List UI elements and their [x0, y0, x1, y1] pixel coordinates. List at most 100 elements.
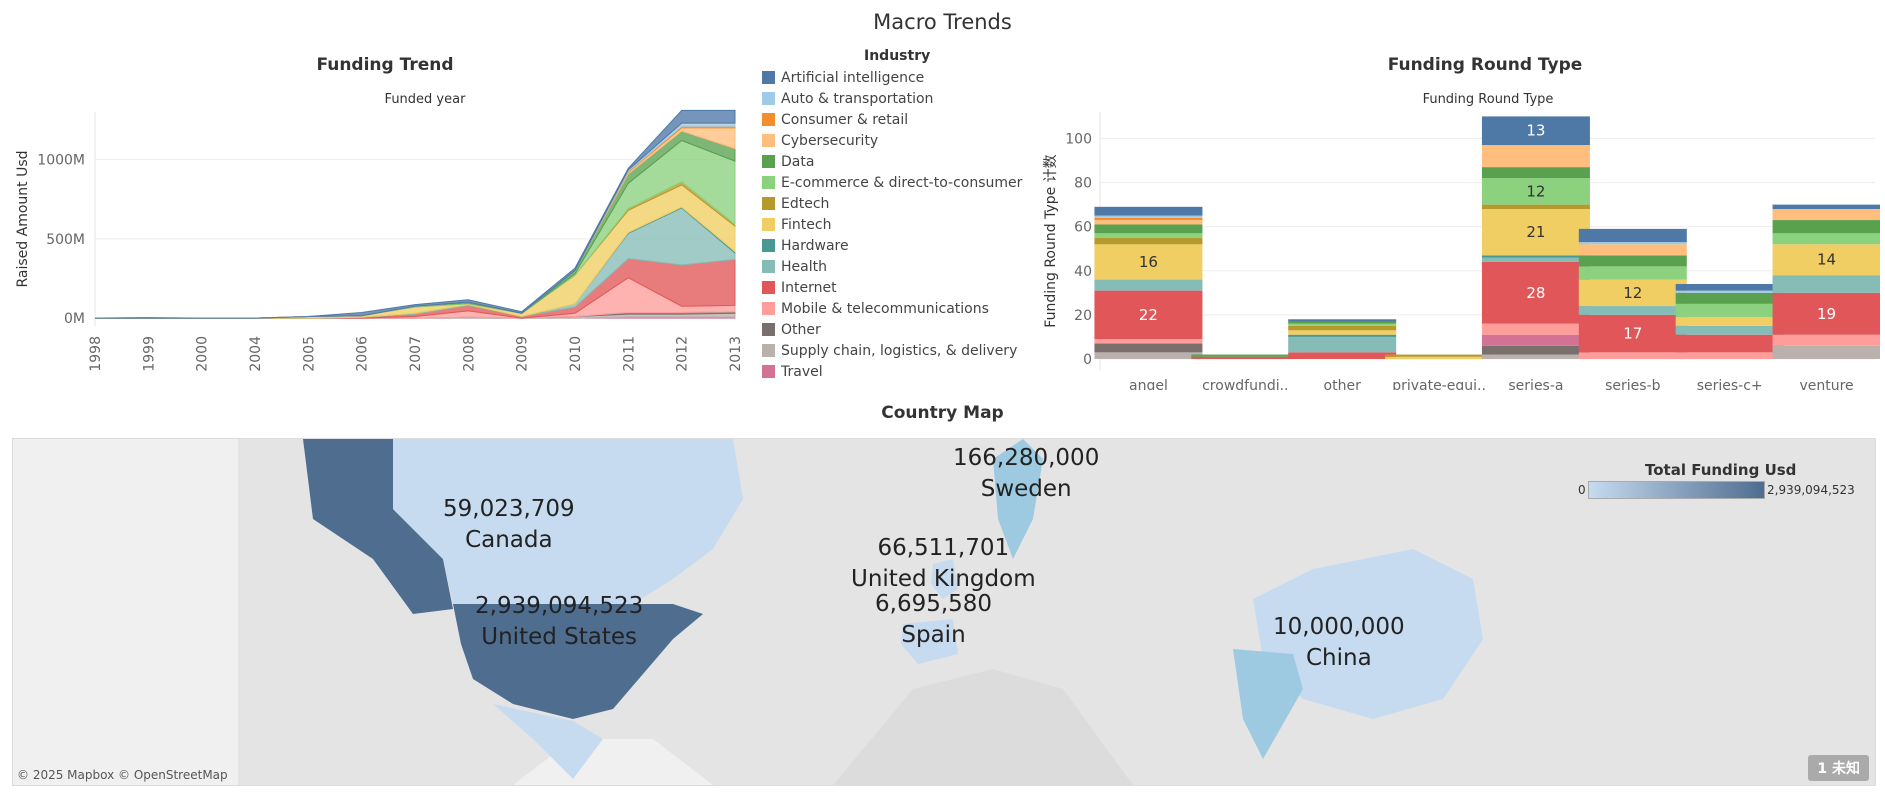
bar-segment[interactable] — [1094, 224, 1203, 234]
funding-round-chart[interactable]: 0 20 40 60 80 100 Funding Round Type 计数 angel cr… — [1035, 100, 1880, 390]
bar-segment[interactable] — [1288, 319, 1397, 322]
legend-item[interactable]: Internet — [762, 277, 837, 298]
bar-segment[interactable] — [1481, 334, 1590, 346]
bar-segment[interactable] — [1772, 220, 1880, 234]
bar-segment[interactable] — [1094, 237, 1203, 245]
bar-segment[interactable] — [1772, 244, 1880, 276]
bar-segment[interactable] — [1288, 352, 1397, 359]
bar-segment[interactable] — [1772, 209, 1880, 221]
bar-segment[interactable] — [1094, 279, 1203, 291]
bar-segment[interactable] — [1772, 345, 1880, 359]
legend-item[interactable]: Mobile & telecommunications — [762, 298, 989, 319]
legend-item[interactable]: Cybersecurity — [762, 130, 878, 151]
bar-segment[interactable] — [1675, 290, 1784, 293]
bar-data-label: 22 — [1139, 306, 1158, 324]
bar-segment[interactable] — [1675, 352, 1784, 359]
bar-segment[interactable] — [1094, 343, 1203, 353]
y-tick-label: 500M — [46, 232, 85, 248]
bar-segment[interactable] — [1675, 334, 1784, 353]
area-series[interactable] — [94, 109, 736, 319]
bar-segment[interactable] — [1288, 323, 1397, 326]
bar-segment[interactable] — [1481, 178, 1590, 205]
bar-segment[interactable] — [1772, 233, 1880, 245]
bar-data-label: 17 — [1623, 325, 1642, 343]
bar-segment[interactable] — [1094, 206, 1203, 216]
legend-item[interactable]: Artificial intelligence — [762, 67, 924, 88]
bar-segment[interactable] — [1481, 209, 1590, 256]
y-axis-label: Funding Round Type 计数 — [1043, 154, 1059, 327]
bar-segment[interactable] — [1288, 321, 1397, 324]
legend-item[interactable]: Travel — [762, 361, 823, 382]
bar-segment[interactable] — [1481, 354, 1590, 359]
bar-segment[interactable] — [1481, 255, 1590, 258]
bar-segment[interactable] — [1094, 339, 1203, 344]
alaska-shape — [303, 439, 453, 614]
bar-segment[interactable] — [1094, 215, 1203, 218]
bar-segment[interactable] — [1481, 257, 1590, 262]
bar-segment[interactable] — [1772, 204, 1880, 210]
bar-segment[interactable] — [1578, 314, 1687, 353]
unknown-badge[interactable]: 1 未知 — [1808, 755, 1869, 781]
bar-segment[interactable] — [1675, 292, 1784, 304]
legend-item[interactable]: Data — [762, 151, 814, 172]
bar-segment[interactable] — [1094, 233, 1203, 238]
legend-item[interactable]: Consumer & retail — [762, 109, 908, 130]
bar-segment[interactable] — [1578, 306, 1687, 315]
usa-value: 2,939,094,523 — [475, 593, 644, 619]
bar-segment[interactable] — [1191, 354, 1300, 357]
bar-segment[interactable] — [1675, 317, 1784, 326]
legend-item[interactable]: Supply chain, logistics, & delivery — [762, 340, 1017, 361]
bar-segment[interactable] — [1675, 303, 1784, 318]
legend-item[interactable]: E-commerce & direct-to-consumer — [762, 172, 1022, 193]
legend-item[interactable]: Other — [762, 319, 821, 340]
bar-segment[interactable] — [1385, 356, 1494, 359]
legend-swatch — [762, 92, 775, 105]
bar-segment[interactable] — [1288, 336, 1397, 353]
country-map[interactable]: 166,280,000 Sweden 59,023,709 Canada 66,… — [12, 438, 1876, 786]
bar-segment[interactable] — [1094, 352, 1203, 359]
legend-item[interactable]: Auto & transportation — [762, 88, 933, 109]
bar-segment[interactable] — [1288, 334, 1397, 337]
bar-segment[interactable] — [1481, 204, 1590, 210]
legend-swatch — [762, 344, 775, 357]
map-credit[interactable]: © 2025 Mapbox © OpenStreetMap — [17, 768, 228, 782]
bar-segment[interactable] — [1772, 275, 1880, 293]
bar-segment[interactable] — [1288, 325, 1397, 331]
legend-item[interactable]: Health — [762, 256, 827, 277]
bar-segment[interactable] — [1578, 279, 1687, 307]
bar-segment[interactable] — [1094, 290, 1203, 340]
funding-trend-chart[interactable]: 0M 500M 1000M Raised Amount Usd 1998 1999 2000… — [0, 100, 760, 385]
bar-segment[interactable] — [1094, 220, 1203, 225]
bar-segment[interactable] — [1578, 266, 1687, 280]
bar-segment[interactable] — [1481, 167, 1590, 179]
bar-segment[interactable] — [1675, 325, 1784, 335]
bar-segment[interactable] — [1578, 255, 1687, 267]
legend-item[interactable]: Edtech — [762, 193, 829, 214]
legend-item[interactable]: Fintech — [762, 214, 831, 235]
bar-segment[interactable] — [1578, 228, 1687, 243]
bar-data-label: 16 — [1139, 253, 1158, 271]
bar-segment[interactable] — [1094, 244, 1203, 280]
bar-segment[interactable] — [1385, 354, 1494, 357]
map-canvas[interactable] — [13, 439, 1875, 785]
legend-item[interactable]: Hardware — [762, 235, 849, 256]
bar-segment[interactable] — [1481, 145, 1590, 168]
bar-segment[interactable] — [1772, 334, 1880, 346]
bar-segment[interactable] — [1578, 244, 1687, 256]
bar-segment[interactable] — [1191, 356, 1300, 359]
bar-segment[interactable] — [1675, 284, 1784, 291]
bar-segment[interactable] — [1288, 330, 1397, 335]
bar-segment[interactable] — [1578, 242, 1687, 245]
bar-segment[interactable] — [1481, 261, 1590, 324]
bar-segment[interactable] — [1578, 352, 1687, 359]
bar-segment[interactable] — [1481, 345, 1590, 355]
bar-segment[interactable] — [1481, 116, 1590, 146]
bar-segment[interactable] — [1772, 292, 1880, 335]
x-tick-label: angel — [1129, 378, 1168, 390]
x-tick-label: 2012 — [675, 336, 691, 372]
bar-segment[interactable] — [1094, 217, 1203, 221]
spain-shape — [901, 619, 958, 664]
bar-segment[interactable] — [1481, 323, 1590, 335]
y-tick-label: 20 — [1074, 308, 1092, 324]
china-name: China — [1306, 645, 1372, 671]
